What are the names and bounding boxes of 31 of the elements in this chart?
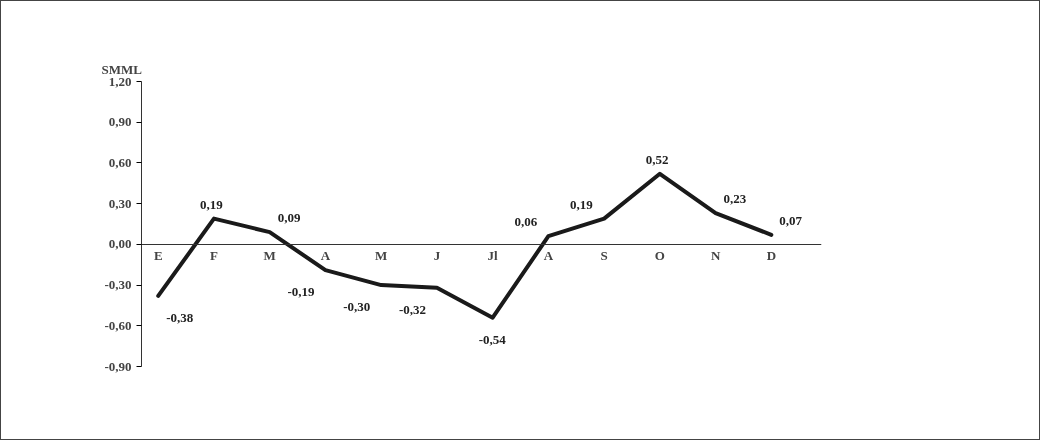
x-tick-label: S: [600, 248, 608, 264]
x-tick-label: O: [654, 248, 665, 264]
x-tick-label: D: [766, 248, 777, 264]
data-label: 0,52: [645, 151, 669, 167]
y-tick-label: -0,90: [104, 358, 132, 374]
data-label: -0,38: [166, 309, 194, 325]
y-tick-label: 0,60: [108, 154, 132, 170]
data-label: 0,23: [723, 191, 747, 207]
x-tick-label: A: [543, 248, 554, 264]
y-tick-label: -0,30: [104, 277, 132, 293]
data-label: -0,30: [343, 299, 371, 315]
x-tick-label: A: [320, 248, 331, 264]
x-tick-label: J: [433, 248, 441, 264]
x-tick-label: N: [710, 248, 721, 264]
data-label: -0,19: [287, 284, 316, 300]
x-tick-label: E: [153, 248, 163, 264]
y-tick-label: 0,30: [108, 195, 132, 211]
data-label: 0,06: [514, 214, 538, 230]
y-tick-label: 0,00: [108, 236, 132, 252]
data-label: 0,07: [779, 212, 803, 228]
data-label: 0,19: [570, 196, 594, 212]
y-tick-label: 0,90: [108, 114, 132, 130]
data-label: 0,19: [199, 196, 224, 212]
x-tick-label: M: [375, 248, 388, 264]
data-label: -0,54: [478, 331, 507, 347]
x-tick-label: Jl: [487, 248, 499, 264]
y-tick-label: -0,60: [104, 317, 132, 333]
data-label: -0,32: [398, 301, 426, 317]
data-label: 0,09: [277, 210, 301, 226]
x-tick-label: F: [209, 248, 218, 264]
x-tick-label: M: [263, 248, 276, 264]
